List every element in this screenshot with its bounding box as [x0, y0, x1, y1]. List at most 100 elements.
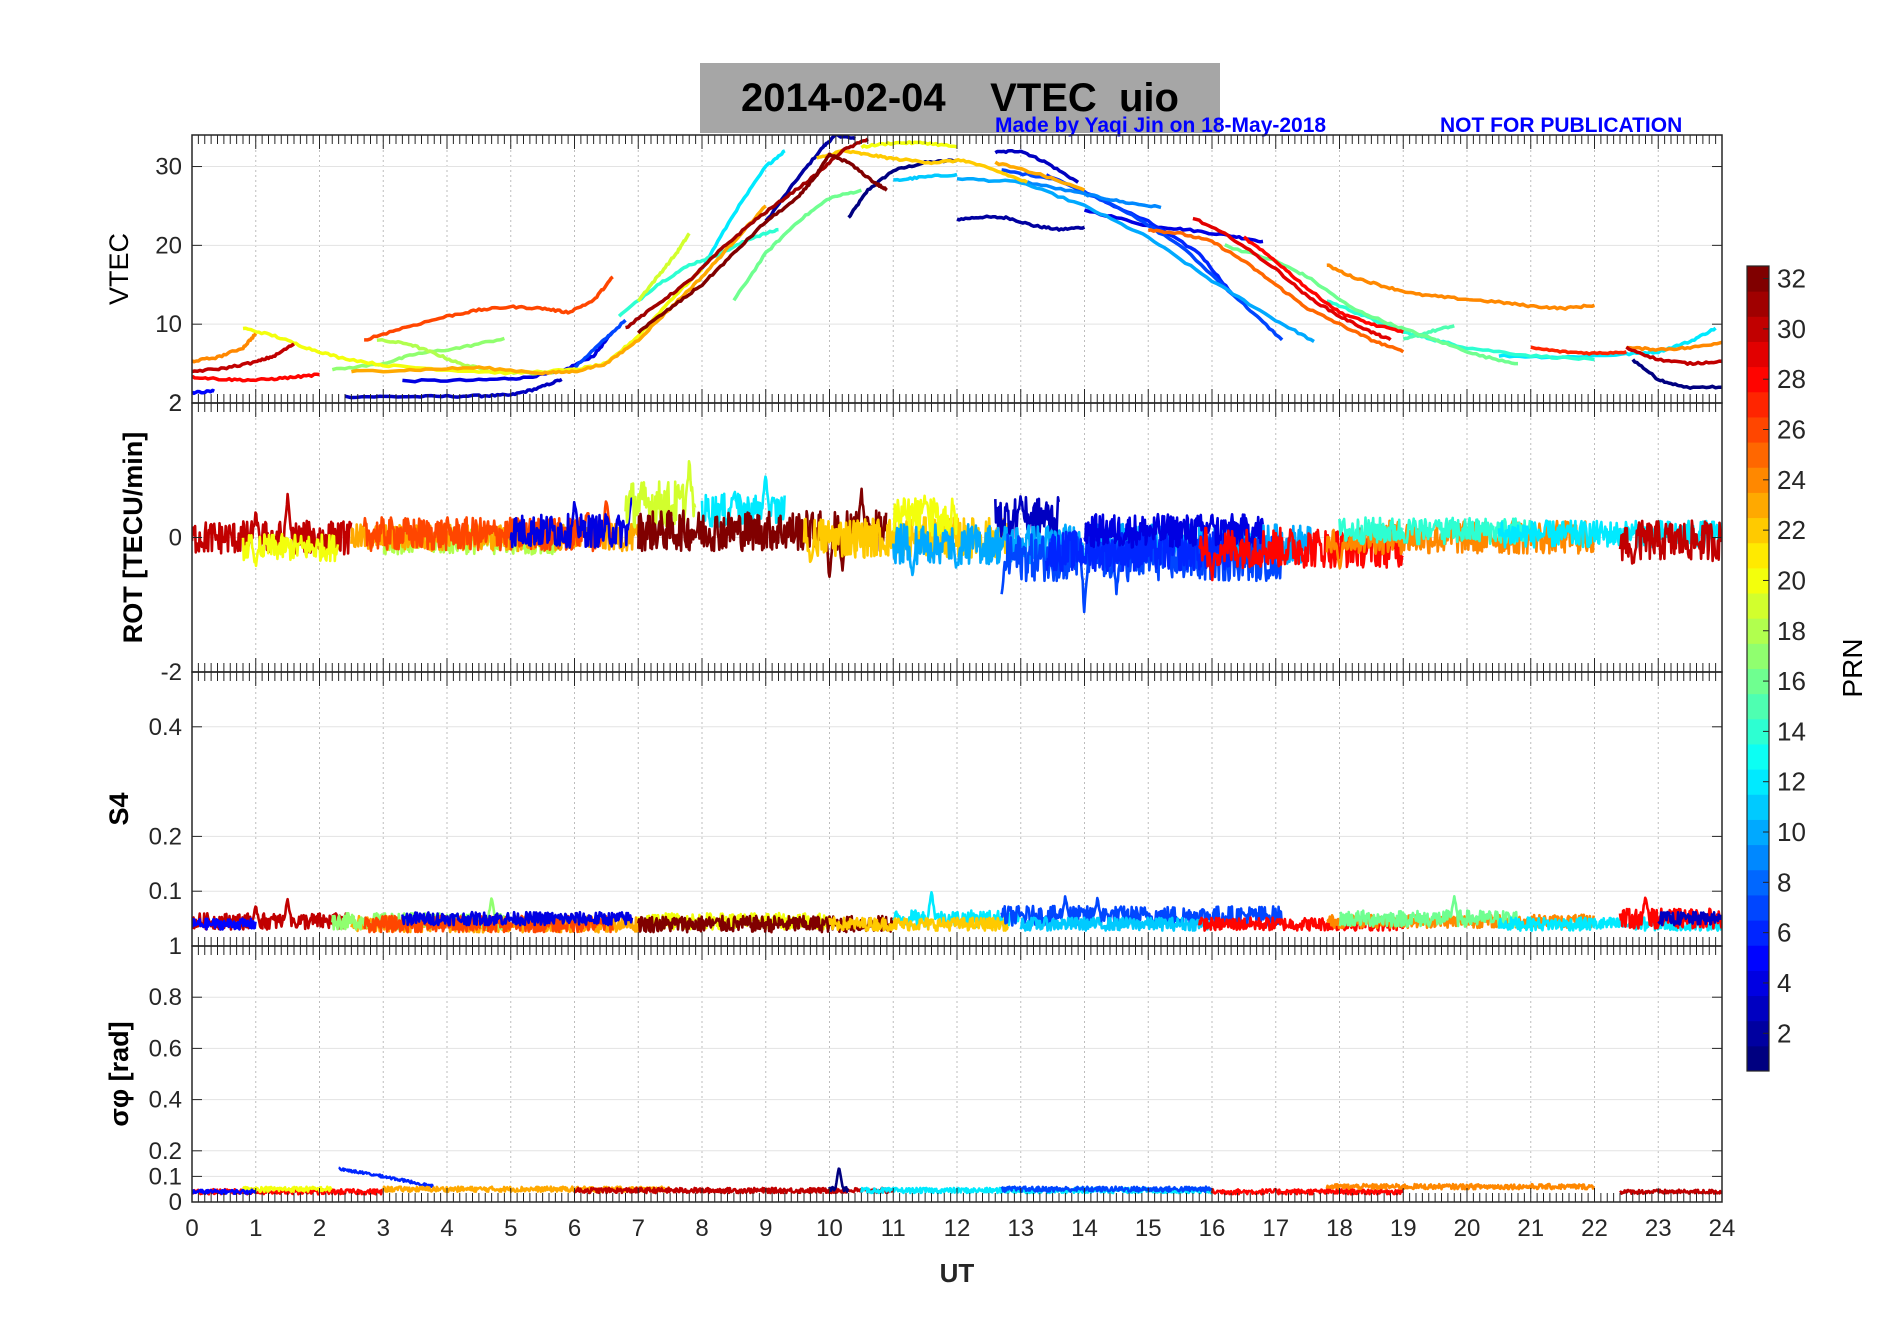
- colorbar-segment: [1747, 945, 1769, 971]
- colorbar-segment: [1747, 743, 1769, 770]
- vtec-trace-prn14: [617, 227, 779, 318]
- colorbar-tick-label: 24: [1777, 465, 1806, 495]
- xtick-label: 12: [944, 1215, 971, 1242]
- colorbar-segment: [1747, 894, 1769, 921]
- xticks-s4: [191, 672, 1723, 946]
- vtec-trace-prn5: [192, 388, 216, 396]
- sigma-trace-prn28: [1210, 1187, 1404, 1196]
- frame-sigma: [191, 945, 1723, 1203]
- rot-trace-prn20: [241, 532, 340, 568]
- sigma-trace-prn30: [1619, 1188, 1722, 1195]
- colorbar-segment: [1747, 844, 1769, 871]
- colorbar-segment: [1747, 920, 1769, 946]
- xtick-label: 22: [1581, 1215, 1608, 1242]
- rot-trace-prn30: [192, 492, 353, 556]
- rot-trace-prn3: [994, 495, 1060, 539]
- s4-trace-prn5: [192, 917, 257, 931]
- colorbar-segment: [1747, 517, 1769, 544]
- colorbar-segment: [1747, 366, 1769, 393]
- xtick-label: 9: [759, 1215, 772, 1242]
- ytick-label: 0.2: [149, 823, 182, 850]
- colorbar-segment: [1747, 869, 1769, 896]
- s4-trace-prn30: [192, 897, 353, 931]
- ylabel-rot: ROT [TECU/min]: [118, 432, 148, 643]
- colorbar-segment: [1747, 643, 1769, 669]
- colorbar-segment: [1747, 316, 1769, 342]
- colorbar-tick-label: 26: [1777, 415, 1806, 445]
- rot-trace-prn14: [1338, 516, 1532, 546]
- rot-trace-prn12: [700, 475, 786, 529]
- ytick-label: 10: [155, 311, 182, 338]
- ytick-label: 1: [169, 933, 182, 960]
- colorbar-segment: [1747, 769, 1769, 795]
- xtick-label: 23: [1645, 1215, 1672, 1242]
- vtec-trace-prn24: [192, 332, 258, 364]
- vtec-trace-prn27: [1530, 345, 1627, 356]
- ytick-label: 0.8: [149, 984, 182, 1011]
- colorbar-tick-label: 8: [1777, 867, 1791, 897]
- xtick-label: 10: [816, 1215, 843, 1242]
- colorbar-tick-label: 12: [1777, 767, 1806, 797]
- colorbar-tick-label: 18: [1777, 616, 1806, 646]
- xtick-label: 24: [1709, 1215, 1736, 1242]
- vtec-trace-prn16: [1224, 243, 1518, 366]
- vtec-trace-prn12: [700, 149, 786, 270]
- colorbar-segment: [1747, 492, 1769, 519]
- ytick-label: 0.4: [149, 714, 182, 741]
- xtick-label: 6: [568, 1215, 581, 1242]
- xtick-label: 14: [1071, 1215, 1098, 1242]
- grid-sigma: [192, 946, 1722, 1202]
- vtec-trace-prn2: [956, 214, 1086, 232]
- vtec-trace-prn22: [816, 148, 1029, 184]
- xtick-label: 19: [1390, 1215, 1417, 1242]
- colorbar-segment: [1747, 593, 1769, 619]
- xtick-label: 8: [695, 1215, 708, 1242]
- rot-trace-prn4: [1083, 512, 1264, 549]
- colorbar-segment: [1747, 442, 1769, 468]
- ylabel-sigma: σφ [rad]: [104, 1021, 134, 1126]
- panel-vtec: 2 10 20 30 VTEC: [104, 134, 1723, 417]
- sigma-trace-prn20: [241, 1185, 333, 1193]
- rot-trace-prn4: [509, 495, 633, 549]
- colorbar-segment: [1747, 618, 1769, 644]
- xtick-label: 11: [881, 1215, 906, 1242]
- xtick-label: 0: [185, 1215, 198, 1242]
- ytick-label: 0: [169, 1189, 182, 1216]
- vtec-trace-prn17: [331, 336, 505, 372]
- colorbar-label: PRN: [1837, 638, 1868, 697]
- xtick-label: 3: [377, 1215, 390, 1242]
- vtec-trace-prn4: [1083, 208, 1264, 244]
- vtec-trace-prn20: [860, 140, 958, 150]
- grid-s4: [192, 672, 1722, 946]
- colorbar-tick-label: 4: [1777, 968, 1791, 998]
- vtec-trace-prn23: [351, 204, 767, 376]
- vtec-trace-prn7: [574, 318, 627, 369]
- vtec-trace-prn32: [636, 152, 888, 335]
- colorbar-segment: [1747, 341, 1769, 368]
- xticks-rot: [191, 403, 1723, 672]
- ytick-label: 0.1: [149, 1163, 182, 1190]
- colorbar-segment: [1747, 1020, 1769, 1047]
- s4-trace-prn11: [1019, 916, 1213, 932]
- xtick-label: 2: [313, 1215, 326, 1242]
- ytick-label: 20: [155, 232, 182, 259]
- sigma-trace-prn24: [1325, 1182, 1595, 1191]
- vtec-trace-prn15: [1402, 324, 1455, 341]
- vtec-trace-prn3: [994, 149, 1080, 184]
- vtec-trace-prn11: [893, 172, 958, 183]
- colorbar-tick-label: 2: [1777, 1018, 1791, 1048]
- sigma-trace-prn30: [573, 1186, 894, 1195]
- colorbar-segment: [1747, 668, 1769, 695]
- colorbar-tick-label: 22: [1777, 515, 1806, 545]
- vtec-trace-prn29: [1192, 216, 1392, 342]
- sigma-trace-prn5: [192, 1188, 257, 1196]
- s4-trace-prn3: [1657, 910, 1722, 927]
- ytick-label: 0.6: [149, 1035, 182, 1062]
- vtec-trace-prn10: [956, 176, 1315, 343]
- vtec-trace-prn7: [1001, 168, 1284, 342]
- s4-trace-prn22: [828, 916, 1009, 932]
- series-sigma: [192, 1166, 1722, 1196]
- vtec-trace-prn9: [1026, 180, 1162, 210]
- credit-text: Made by Yaqi Jin on 18-May-2018: [995, 114, 1327, 137]
- colorbar-frame: [1746, 265, 1770, 1072]
